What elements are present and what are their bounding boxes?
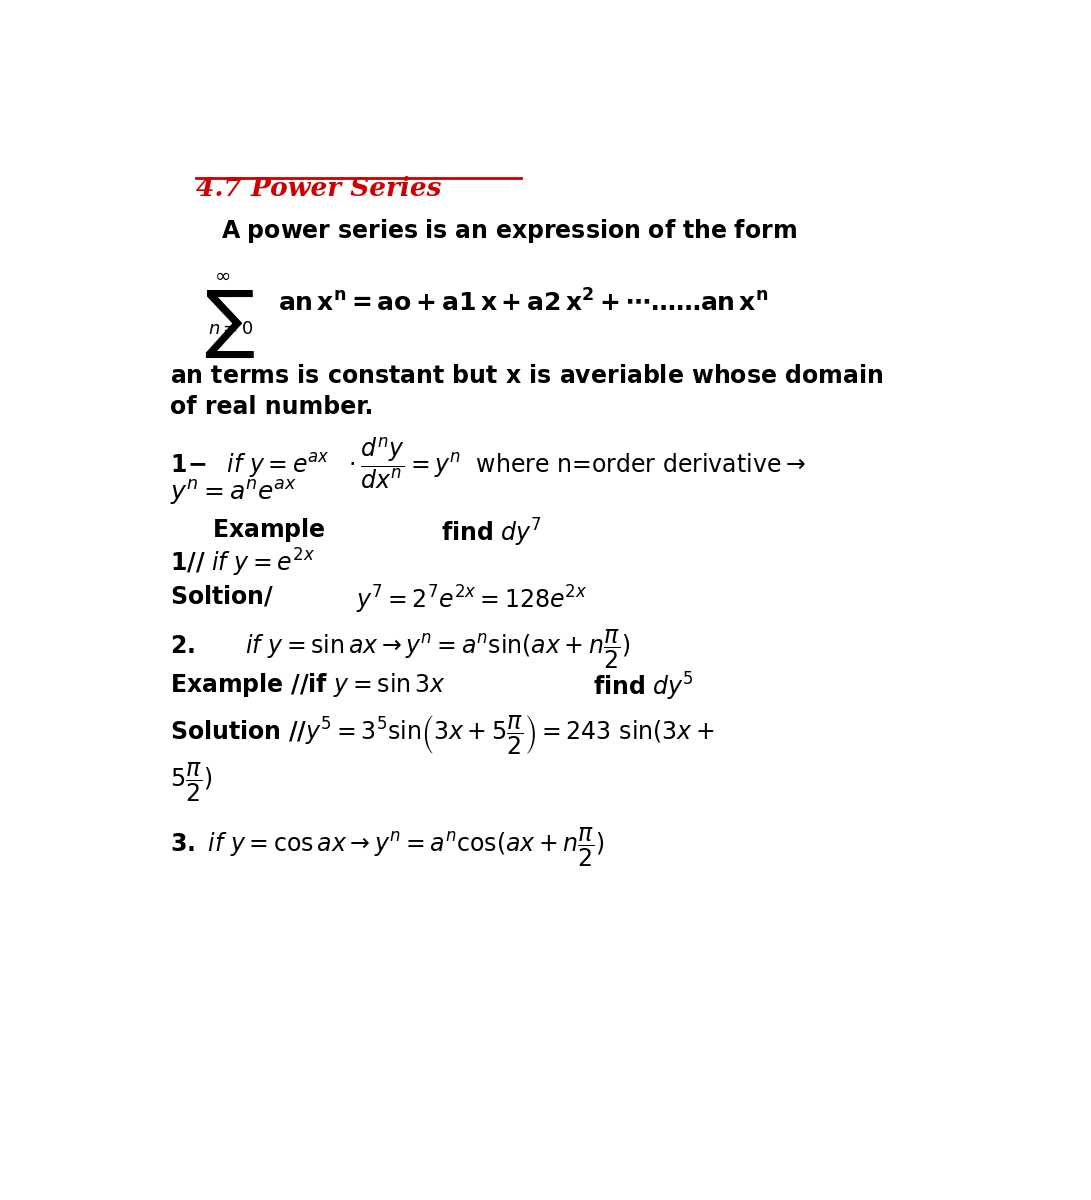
Text: 4.7 Power Series: 4.7 Power Series (195, 176, 441, 202)
Text: $\mathbf{Solution\ //}y^5 = 3^5 \sin\!\left(3x + 5\dfrac{\pi}{2}\right) = 243\ \: $\mathbf{Solution\ //}y^5 = 3^5 \sin\!\l… (170, 713, 715, 756)
Text: $\mathbf{Soltion/}$: $\mathbf{Soltion/}$ (170, 584, 275, 608)
Text: $\infty$: $\infty$ (214, 266, 230, 284)
Text: $n{=}0$: $n{=}0$ (208, 319, 254, 337)
Text: $\mathbf{an\,x^n = ao + a1\,x + a2\,x^2 + \cdots \ldots \ldots an\,x^n}$: $\mathbf{an\,x^n = ao + a1\,x + a2\,x^2 … (278, 289, 769, 317)
Text: $5\dfrac{\pi}{2})$: $5\dfrac{\pi}{2})$ (170, 761, 213, 804)
Text: $y^7 = 2^7 e^{2x} = 128e^{2x}$: $y^7 = 2^7 e^{2x} = 128e^{2x}$ (356, 584, 588, 616)
Text: $\mathbf{3.}\ if\ y = \cos ax \rightarrow y^n = a^n \cos(ax + n\dfrac{\pi}{2})$: $\mathbf{3.}\ if\ y = \cos ax \rightarro… (170, 826, 606, 869)
Text: $\mathbf{Example\ //if\ }y = \sin 3x$: $\mathbf{Example\ //if\ }y = \sin 3x$ (170, 671, 446, 698)
Text: $\mathit{\mathbf{find}}\ dy^5$: $\mathit{\mathbf{find}}\ dy^5$ (594, 671, 694, 703)
Text: $\mathbf{an}$ terms is constant but $\mathbf{x}$ is averiable whose domain: $\mathbf{an}$ terms is constant but $\ma… (170, 364, 884, 388)
Text: $y^n = a^n e^{ax}$: $y^n = a^n e^{ax}$ (170, 479, 297, 508)
Text: $\mathbf{A\ power\ series\ is\ an\ expression\ of\ the\ form}$: $\mathbf{A\ power\ series\ is\ an\ expre… (220, 217, 796, 245)
Text: $\mathbf{2.}$      $if\ y = \sin ax \rightarrow y^n = a^n \sin(ax + n\dfrac{\pi}: $\mathbf{2.}$ $if\ y = \sin ax \rightarr… (170, 628, 631, 671)
Text: $\sum$: $\sum$ (204, 289, 255, 360)
Text: $\mathbf{1\!-}$  $if\ y = e^{ax}\ \ \cdot\dfrac{d^ny}{dx^n} = y^n$  where n=orde: $\mathbf{1\!-}$ $if\ y = e^{ax}\ \ \cdot… (170, 436, 806, 491)
Text: $\mathbf{Example}$: $\mathbf{Example}$ (213, 516, 326, 545)
Text: $\mathbf{1//}\ if\ y = e^{2x}$: $\mathbf{1//}\ if\ y = e^{2x}$ (170, 547, 315, 580)
Text: $\mathit{\mathbf{find}}\ dy^7$: $\mathit{\mathbf{find}}\ dy^7$ (441, 516, 542, 548)
Text: of real number.: of real number. (170, 395, 373, 419)
